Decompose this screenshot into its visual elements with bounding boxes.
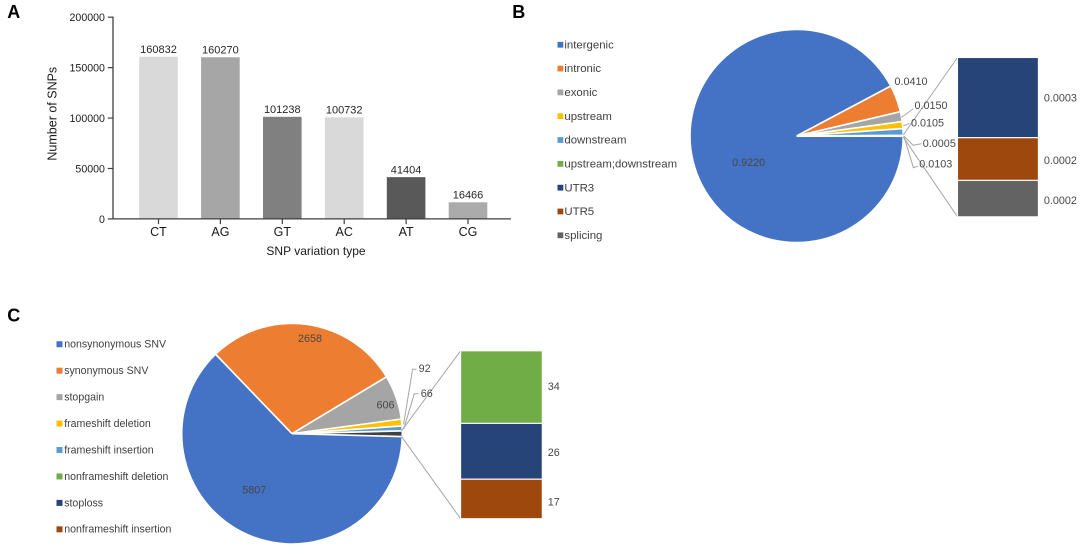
svg-text:nonframeshift insertion: nonframeshift insertion: [64, 524, 171, 536]
svg-text:150000: 150000: [70, 62, 105, 74]
svg-text:AC: AC: [336, 225, 353, 239]
svg-text:0.0150: 0.0150: [915, 100, 948, 112]
svg-text:stopgain: stopgain: [64, 392, 104, 404]
svg-text:66: 66: [421, 388, 433, 400]
svg-text:50000: 50000: [75, 163, 105, 175]
svg-text:100732: 100732: [326, 105, 363, 117]
svg-text:intergenic: intergenic: [564, 39, 614, 51]
svg-text:upstream: upstream: [564, 111, 611, 123]
svg-text:UTR5: UTR5: [564, 206, 594, 218]
svg-text:17: 17: [548, 497, 560, 509]
svg-text:0.0002: 0.0002: [1044, 155, 1077, 167]
svg-text:SNP variation type: SNP variation type: [266, 244, 365, 258]
svg-text:160832: 160832: [140, 44, 177, 56]
svg-text:5807: 5807: [242, 485, 266, 497]
svg-text:UTR3: UTR3: [564, 182, 594, 194]
svg-text:0.0103: 0.0103: [919, 159, 952, 171]
svg-text:0.0003: 0.0003: [1044, 92, 1077, 104]
svg-text:AG: AG: [211, 225, 229, 239]
svg-text:606: 606: [376, 399, 394, 411]
svg-text:Number of SNPs: Number of SNPs: [46, 67, 60, 161]
svg-text:100000: 100000: [70, 113, 105, 125]
svg-text:intronic: intronic: [564, 63, 601, 75]
svg-text:34: 34: [548, 381, 560, 393]
svg-text:C: C: [7, 305, 20, 325]
svg-text:nonframeshift deletion: nonframeshift deletion: [64, 471, 168, 483]
svg-text:downstream: downstream: [564, 135, 626, 147]
svg-text:0.0002: 0.0002: [1044, 195, 1077, 207]
svg-text:200000: 200000: [70, 12, 105, 24]
svg-text:2658: 2658: [298, 333, 322, 345]
svg-text:26: 26: [548, 447, 560, 459]
svg-text:B: B: [512, 2, 525, 22]
svg-text:AT: AT: [399, 225, 414, 239]
svg-text:160270: 160270: [202, 44, 239, 56]
svg-text:exonic: exonic: [564, 87, 597, 99]
svg-text:0.0105: 0.0105: [911, 117, 944, 129]
svg-text:synonymous SNV: synonymous SNV: [64, 365, 149, 377]
svg-text:41404: 41404: [391, 164, 422, 176]
svg-text:stoploss: stoploss: [64, 497, 103, 509]
svg-text:0.9220: 0.9220: [732, 157, 765, 169]
svg-text:0: 0: [99, 214, 105, 226]
svg-text:92: 92: [419, 363, 431, 375]
svg-text:0.0005: 0.0005: [923, 138, 956, 150]
svg-text:nonsynonymous SNV: nonsynonymous SNV: [64, 339, 167, 351]
svg-text:upstream;downstream: upstream;downstream: [564, 158, 677, 170]
svg-text:CG: CG: [459, 225, 478, 239]
svg-text:GT: GT: [274, 225, 292, 239]
svg-text:splicing: splicing: [564, 230, 602, 242]
svg-text:0.0410: 0.0410: [895, 76, 928, 88]
svg-text:A: A: [7, 2, 20, 22]
svg-text:frameshift deletion: frameshift deletion: [64, 418, 151, 430]
svg-text:101238: 101238: [264, 104, 301, 116]
svg-text:16466: 16466: [453, 189, 484, 201]
svg-text:CT: CT: [150, 225, 167, 239]
svg-text:frameshift insertion: frameshift insertion: [64, 444, 154, 456]
